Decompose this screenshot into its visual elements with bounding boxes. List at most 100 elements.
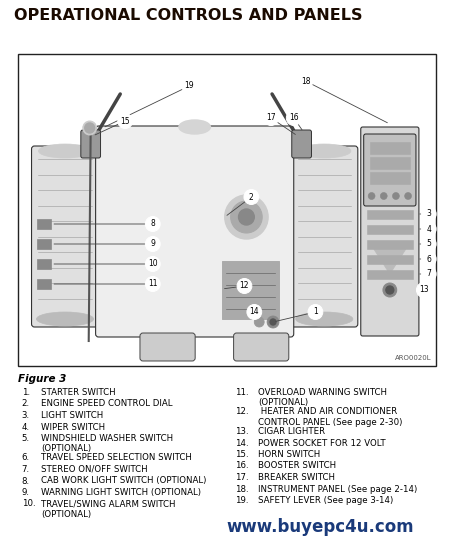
Text: OVERLOAD WARNING SWITCH: OVERLOAD WARNING SWITCH [258,388,387,397]
Text: 15.: 15. [235,450,248,459]
Text: BOOSTER SWITCH: BOOSTER SWITCH [258,461,336,471]
FancyBboxPatch shape [95,126,294,337]
Circle shape [421,267,436,281]
Text: 5: 5 [426,239,431,249]
Text: STARTER SWITCH: STARTER SWITCH [41,388,116,397]
Circle shape [286,110,301,126]
Circle shape [247,305,262,319]
Text: 14.: 14. [235,438,248,448]
Circle shape [267,316,279,328]
Bar [38,279,51,289]
Circle shape [270,319,276,325]
Text: Figure 3: Figure 3 [18,374,66,384]
Circle shape [146,237,160,251]
Text: 6.: 6. [22,454,30,462]
Text: (OPTIONAL): (OPTIONAL) [41,444,91,454]
Text: (OPTIONAL): (OPTIONAL) [41,510,91,519]
Bar [38,259,51,269]
Text: 18: 18 [301,77,310,85]
FancyBboxPatch shape [361,127,419,336]
Ellipse shape [179,120,210,134]
Circle shape [237,279,252,294]
Polygon shape [370,244,409,274]
Text: OPERATIONAL CONTROLS AND PANELS: OPERATIONAL CONTROLS AND PANELS [14,8,362,23]
FancyBboxPatch shape [364,134,416,206]
Text: 8.: 8. [22,477,30,485]
Bar [367,210,413,219]
Text: 13: 13 [419,286,429,294]
Text: 5.: 5. [22,434,30,443]
FancyBboxPatch shape [292,130,312,158]
Text: 19.: 19. [235,496,248,505]
Text: 4: 4 [426,225,431,233]
Circle shape [392,193,399,200]
Circle shape [254,317,264,327]
Circle shape [308,305,323,319]
Bar [18,54,436,366]
Circle shape [421,237,436,251]
Text: 1: 1 [313,307,318,317]
FancyBboxPatch shape [81,130,101,158]
Circle shape [182,78,196,94]
Bar [369,142,410,154]
Text: 10.: 10. [22,499,35,509]
Text: 9: 9 [151,239,155,249]
Text: 16.: 16. [235,461,248,471]
Ellipse shape [296,312,353,326]
Text: 17.: 17. [235,473,248,482]
Text: BREAKER SWITCH: BREAKER SWITCH [258,473,335,482]
Text: ENGINE SPEED CONTROL DIAL: ENGINE SPEED CONTROL DIAL [41,399,173,409]
Bar [38,219,51,229]
Text: 3.: 3. [22,411,30,420]
Text: 10: 10 [148,259,157,269]
Text: SAFETY LEVER (See page 3-14): SAFETY LEVER (See page 3-14) [258,496,393,505]
Text: 6: 6 [426,255,431,263]
Circle shape [368,193,375,200]
Circle shape [244,189,259,205]
Text: CONTROL PANEL (See page 2-30): CONTROL PANEL (See page 2-30) [258,418,403,427]
Text: (OPTIONAL): (OPTIONAL) [258,399,308,407]
Circle shape [381,193,387,200]
Text: 3: 3 [426,209,431,219]
Circle shape [231,201,262,233]
Circle shape [146,276,160,292]
Text: 13.: 13. [235,427,248,436]
Text: CAB WORK LIGHT SWITCH (OPTIONAL): CAB WORK LIGHT SWITCH (OPTIONAL) [41,477,207,485]
Circle shape [421,221,436,237]
Text: CIGAR LIGHTER: CIGAR LIGHTER [258,427,325,436]
Circle shape [298,73,313,89]
Circle shape [239,209,254,225]
Circle shape [416,282,431,298]
Text: HORN SWITCH: HORN SWITCH [258,450,320,459]
Text: POWER SOCKET FOR 12 VOLT: POWER SOCKET FOR 12 VOLT [258,438,386,448]
Circle shape [146,257,160,271]
Text: 2.: 2. [22,399,30,409]
Ellipse shape [39,144,92,158]
Circle shape [421,251,436,267]
Ellipse shape [36,312,94,326]
Text: 7: 7 [426,269,431,279]
FancyBboxPatch shape [291,146,358,327]
Bar [38,239,51,249]
FancyBboxPatch shape [32,146,99,327]
Text: 7.: 7. [22,465,30,474]
Bar [367,255,413,264]
Circle shape [83,121,96,135]
Text: 12.: 12. [235,407,248,417]
Circle shape [386,286,394,294]
Circle shape [146,217,160,232]
Text: 11: 11 [148,280,157,288]
Text: 2: 2 [249,193,254,201]
Text: 8: 8 [151,219,155,228]
Text: ARO0020L: ARO0020L [395,355,432,361]
Bar [369,157,410,169]
Text: 12: 12 [240,281,249,290]
Text: WIPER SWITCH: WIPER SWITCH [41,423,106,431]
Circle shape [405,193,412,200]
Text: 11.: 11. [235,388,248,397]
Text: 16: 16 [289,114,298,122]
Text: LIGHT SWITCH: LIGHT SWITCH [41,411,104,420]
Text: 17: 17 [266,114,276,122]
Bar [222,261,279,319]
Text: 18.: 18. [235,485,248,493]
